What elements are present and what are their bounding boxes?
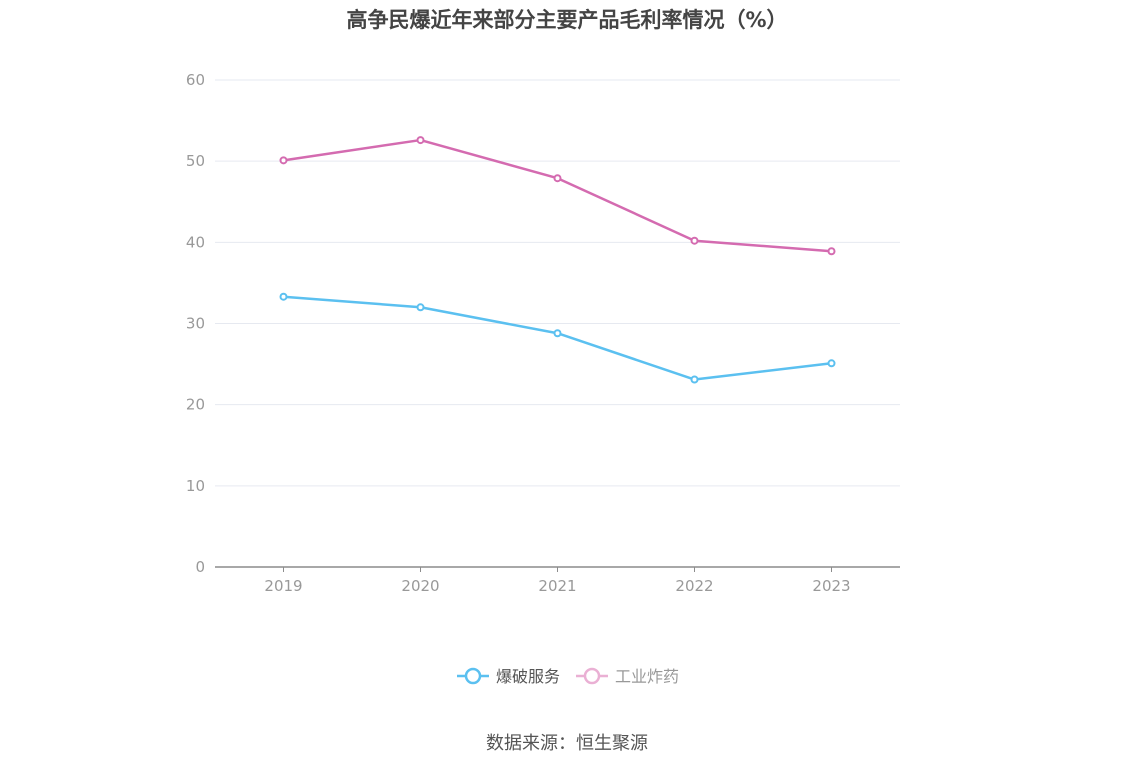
x-tick-label: 2020 [401,577,439,595]
grid-lines [215,79,900,487]
y-tick-label: 60 [186,71,205,89]
legend-item[interactable]: 工业炸药 [576,667,679,686]
y-tick-label: 40 [186,233,205,251]
data-point[interactable] [827,247,836,256]
y-tick-label: 30 [186,315,205,333]
data-point[interactable] [279,292,288,301]
data-point[interactable] [690,236,699,245]
x-tick-label: 2019 [264,577,302,595]
legend-label: 工业炸药 [615,667,679,686]
y-axis: 0 10 20 30 40 50 60 [186,71,205,576]
series-layer [279,136,836,384]
chart-title: 高争民爆近年来部分主要产品毛利率情况（%） [346,8,788,32]
data-point[interactable] [279,156,288,165]
x-tick-label: 2021 [538,577,576,595]
data-point[interactable] [553,174,562,183]
legend-label: 爆破服务 [496,667,560,686]
data-point[interactable] [416,136,425,145]
data-point[interactable] [690,375,699,384]
x-tick-label: 2022 [675,577,713,595]
legend-item[interactable]: 爆破服务 [457,667,560,686]
y-tick-label: 50 [186,152,205,170]
series-line [283,138,832,253]
series-1 [279,292,836,384]
data-point[interactable] [416,303,425,312]
x-axis: 2019 2020 2021 2022 2023 [215,566,900,595]
x-tick-label: 2023 [812,577,850,595]
legend-marker [464,667,482,685]
series-2 [279,136,836,256]
y-tick-label: 10 [186,477,205,495]
series-line [283,295,832,381]
data-source: 数据来源：恒生聚源 [486,733,648,754]
y-tick-label: 20 [186,396,205,414]
legend-marker [583,667,601,685]
data-point[interactable] [553,329,562,338]
y-tick-label: 0 [195,558,205,576]
legend[interactable]: 爆破服务 工业炸药 [457,667,679,686]
data-point[interactable] [827,359,836,368]
